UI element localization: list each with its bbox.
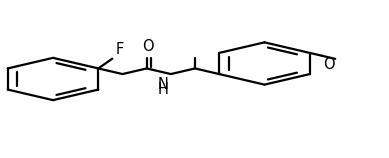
Text: N: N — [158, 77, 169, 92]
Text: O: O — [142, 39, 153, 54]
Text: F: F — [116, 42, 124, 57]
Text: H: H — [158, 82, 169, 97]
Text: O: O — [323, 57, 335, 72]
